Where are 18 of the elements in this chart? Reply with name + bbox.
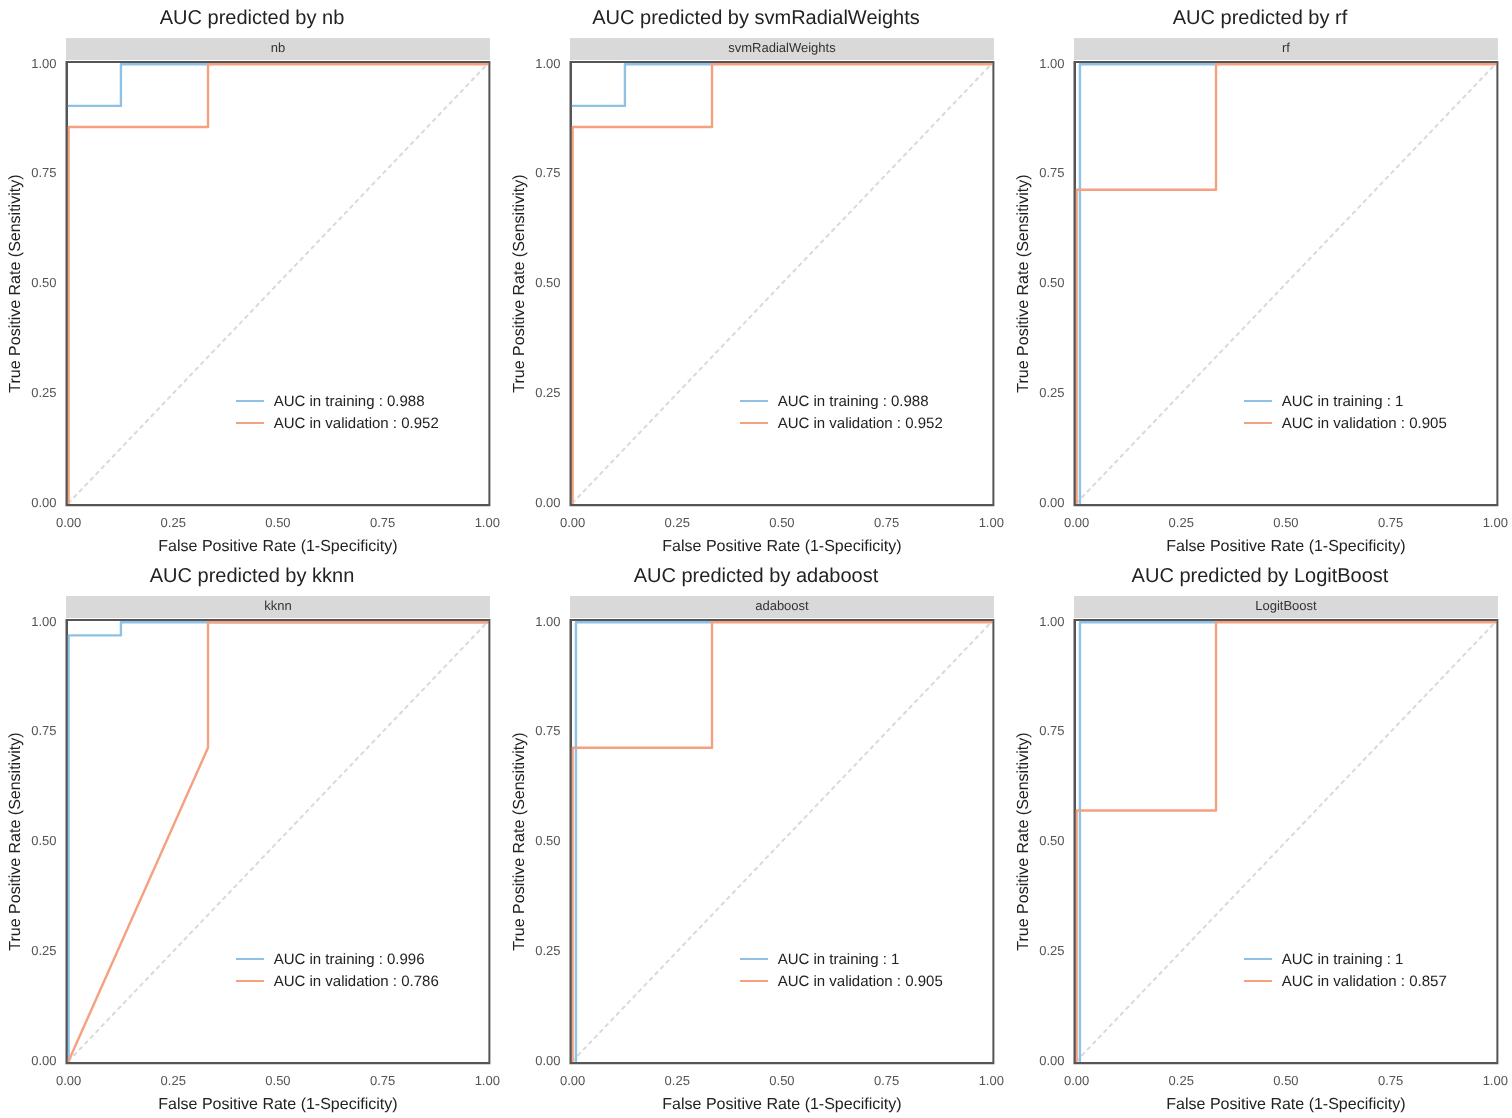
x-axis-title: False Positive Rate (1-Specificity) — [1166, 536, 1407, 555]
y-axis-title: True Positive Rate (Sensitivity) — [6, 731, 25, 951]
chart-title: AUC predicted by kknn — [147, 566, 357, 588]
x-axis-title: False Positive Rate (1-Specificity) — [662, 1094, 903, 1113]
y-axis-title: True Positive Rate (Sensitivity) — [510, 731, 529, 951]
y-axis-title: True Positive Rate (Sensitivity) — [1014, 173, 1033, 393]
x-axis-title: False Positive Rate (1-Specificity) — [158, 536, 399, 555]
chart-title: AUC predicted by rf — [1170, 8, 1350, 30]
x-axis-title: False Positive Rate (1-Specificity) — [158, 1094, 399, 1113]
chart-title: AUC predicted by adaboost — [631, 566, 881, 588]
y-axis-title: True Positive Rate (Sensitivity) — [510, 173, 529, 393]
y-axis-title: True Positive Rate (Sensitivity) — [1014, 731, 1033, 951]
chart-title: AUC predicted by LogitBoost — [1129, 566, 1391, 588]
x-axis-title: False Positive Rate (1-Specificity) — [1166, 1094, 1407, 1113]
x-axis-title: False Positive Rate (1-Specificity) — [662, 536, 903, 555]
y-axis-title: True Positive Rate (Sensitivity) — [6, 173, 25, 393]
chart-title: AUC predicted by svmRadialWeights — [590, 8, 922, 30]
chart-title: AUC predicted by nb — [157, 8, 347, 30]
